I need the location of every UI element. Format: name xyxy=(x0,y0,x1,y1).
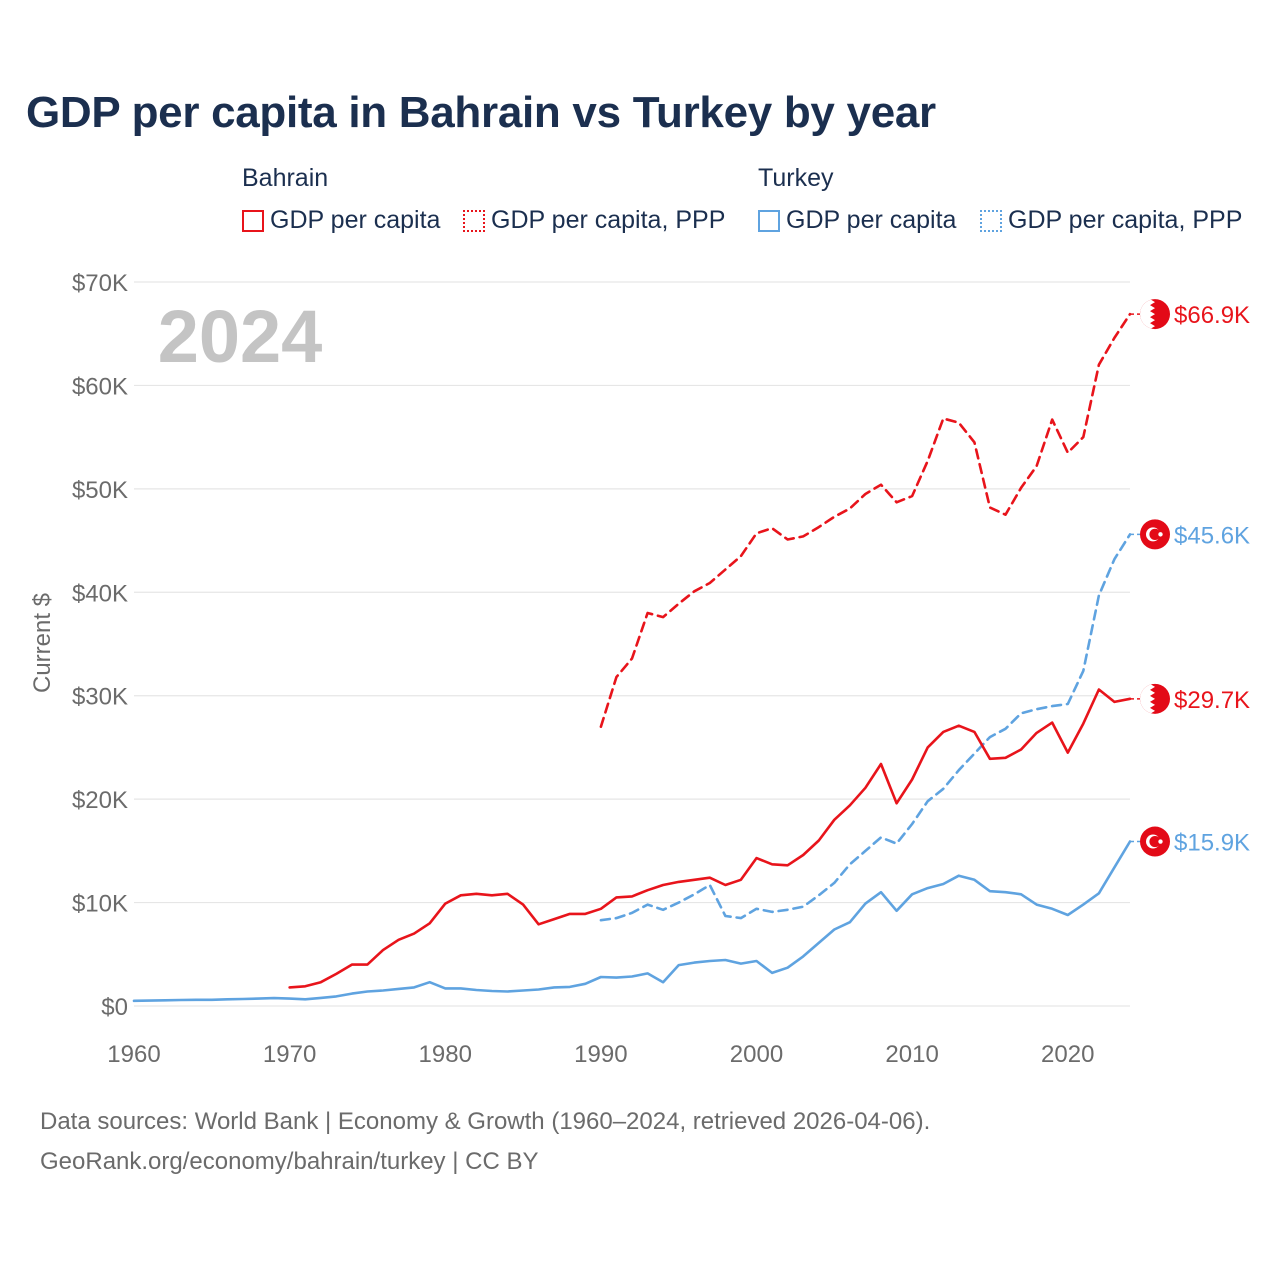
legend-group-bahrain: Bahrain xyxy=(242,164,329,192)
series-line-turkey-gdp-per-capita xyxy=(132,840,1132,1003)
legend-item-turkey-gdp[interactable]: GDP per capita xyxy=(758,206,956,235)
legend-label: GDP per capita xyxy=(270,206,441,234)
bahrain-flag-icon xyxy=(1140,683,1170,714)
y-tick-label: $70K xyxy=(72,270,128,297)
legend-label: GDP per capita xyxy=(786,206,957,234)
y-tick-label: $60K xyxy=(72,373,128,400)
legend-group-turkey: Turkey xyxy=(758,164,834,192)
x-tick-label: 1980 xyxy=(419,1041,472,1068)
series-end-label: $66.9K xyxy=(1174,302,1250,329)
legend-swatch-dotted-red xyxy=(463,209,485,232)
y-tick-label: $40K xyxy=(72,580,128,607)
y-tick-label: $50K xyxy=(72,477,128,504)
footer-url: GeoRank.org/economy/bahrain/turkey | CC … xyxy=(40,1148,539,1175)
x-tick-label: 2000 xyxy=(730,1041,783,1068)
end-markers: $66.9K $45.6K $29.7K $15.9K xyxy=(1130,299,1250,857)
x-tick-label: 1960 xyxy=(107,1041,160,1068)
bahrain-flag-icon xyxy=(1140,299,1170,330)
legend-swatch-solid-blue xyxy=(758,209,780,232)
x-axis: 1960 1970 1980 1990 2000 2010 2020 xyxy=(107,1041,1094,1068)
legend-swatch-solid-red xyxy=(242,209,264,232)
y-tick-label: $0 xyxy=(101,994,128,1021)
series-layer xyxy=(132,312,1132,1003)
turkey-flag-icon xyxy=(1140,826,1170,857)
series-line-turkey-gdp-per-capita-ppp xyxy=(599,533,1132,922)
x-tick-label: 1990 xyxy=(574,1041,627,1068)
series-end-label: $15.9K xyxy=(1174,830,1250,857)
y-axis: $0 $10K $20K $30K $40K $50K $60K $70K xyxy=(72,270,128,1021)
line-chart: $0$10K$20K$30K$40K$50K$60K$70K 1960 1970 1… xyxy=(29,270,1250,1068)
year-watermark: 2024 xyxy=(158,295,323,378)
legend-swatch-dotted-blue xyxy=(980,209,1002,232)
y-tick-label: $30K xyxy=(72,684,128,711)
legend-item-turkey-gdp-ppp[interactable]: GDP per capita, PPP xyxy=(980,206,1242,235)
x-tick-label: 2010 xyxy=(885,1041,938,1068)
series-end-label: $45.6K xyxy=(1174,522,1250,549)
y-tick-label: $10K xyxy=(72,891,128,918)
series-line-bahrain-gdp-per-capita-ppp xyxy=(599,312,1132,728)
legend-label: GDP per capita, PPP xyxy=(1008,206,1243,234)
series-end-label: $29.7K xyxy=(1174,687,1250,714)
turkey-flag-icon xyxy=(1140,519,1170,550)
legend-item-bahrain-gdp-ppp[interactable]: GDP per capita, PPP xyxy=(463,206,725,235)
y-tick-label: $20K xyxy=(72,787,128,814)
footer-sources: Data sources: World Bank | Economy & Gro… xyxy=(40,1108,931,1135)
x-tick-label: 2020 xyxy=(1041,1041,1094,1068)
grid-lines xyxy=(134,281,1130,1007)
y-axis-title: Current $ xyxy=(29,593,56,693)
x-tick-label: 1970 xyxy=(263,1041,316,1068)
legend-label: GDP per capita, PPP xyxy=(491,206,726,234)
legend-item-bahrain-gdp[interactable]: GDP per capita xyxy=(242,206,440,235)
chart-title: GDP per capita in Bahrain vs Turkey by y… xyxy=(26,88,936,137)
series-line-bahrain-gdp-per-capita xyxy=(288,688,1132,989)
